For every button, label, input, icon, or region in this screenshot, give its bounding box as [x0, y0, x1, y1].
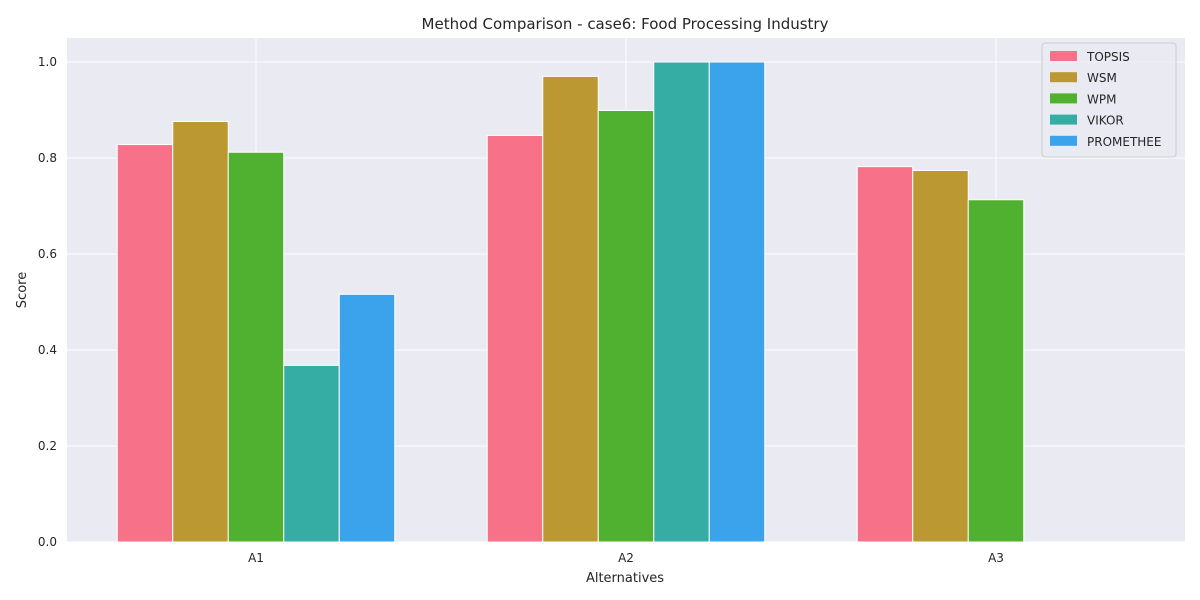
- y-axis-label: Score: [15, 272, 30, 308]
- bar-vikor-a2: [653, 61, 710, 543]
- legend-swatch-promethee: [1050, 135, 1077, 146]
- bar-wsm-a1: [172, 121, 229, 543]
- x-tick-label: A2: [618, 551, 634, 565]
- bar-wpm-a3: [967, 199, 1025, 543]
- bar-promethee-a1: [338, 293, 396, 543]
- bar-wpm-a2: [597, 109, 655, 543]
- y-tick-label: 1.0: [38, 55, 57, 69]
- bar-wsm-a3: [912, 169, 969, 543]
- bar-topsis-a2: [486, 134, 544, 543]
- y-tick-label: 0.2: [38, 439, 57, 453]
- series-promethee: [338, 61, 766, 543]
- legend-frame: [1041, 42, 1177, 158]
- legend: TOPSIS WSM WPM VIKOR PROMETHEE: [1041, 42, 1177, 158]
- y-tick-label: 0.6: [38, 247, 57, 261]
- x-axis-label: Alternatives: [586, 571, 664, 586]
- bar-wsm-a2: [542, 75, 599, 543]
- legend-swatch-wsm: [1050, 72, 1077, 83]
- legend-swatch-vikor: [1050, 114, 1077, 125]
- legend-label-wpm: WPM: [1087, 92, 1116, 106]
- bar-promethee-a2: [708, 61, 766, 543]
- x-tick-labels: A1 A2 A3: [248, 551, 1004, 565]
- legend-swatch-topsis: [1050, 51, 1077, 61]
- bars: [116, 61, 1025, 543]
- y-tick-label: 0.4: [38, 343, 57, 357]
- chart-title: Method Comparison - case6: Food Processi…: [422, 15, 829, 33]
- legend-label-vikor: VIKOR: [1087, 114, 1124, 128]
- legend-label-wsm: WSM: [1087, 71, 1117, 85]
- bar-topsis-a1: [116, 144, 174, 543]
- y-tick-labels: 0.0 0.2 0.4 0.6 0.8 1.0: [38, 55, 57, 549]
- legend-label-topsis: TOPSIS: [1086, 50, 1130, 64]
- legend-label-promethee: PROMETHEE: [1087, 135, 1161, 149]
- bar-topsis-a3: [856, 166, 914, 543]
- plot-area: [67, 38, 1185, 543]
- series-wpm: [227, 109, 1025, 543]
- x-tick-label: A3: [988, 551, 1004, 565]
- series-topsis: [116, 134, 914, 543]
- y-tick-label: 0.0: [38, 535, 57, 549]
- bar-vikor-a1: [283, 364, 340, 543]
- legend-swatch-wpm: [1050, 93, 1077, 104]
- series-vikor: [283, 61, 710, 543]
- y-tick-label: 0.8: [38, 151, 57, 165]
- bar-wpm-a1: [227, 151, 285, 543]
- x-tick-label: A1: [248, 551, 264, 565]
- series-wsm: [172, 75, 969, 543]
